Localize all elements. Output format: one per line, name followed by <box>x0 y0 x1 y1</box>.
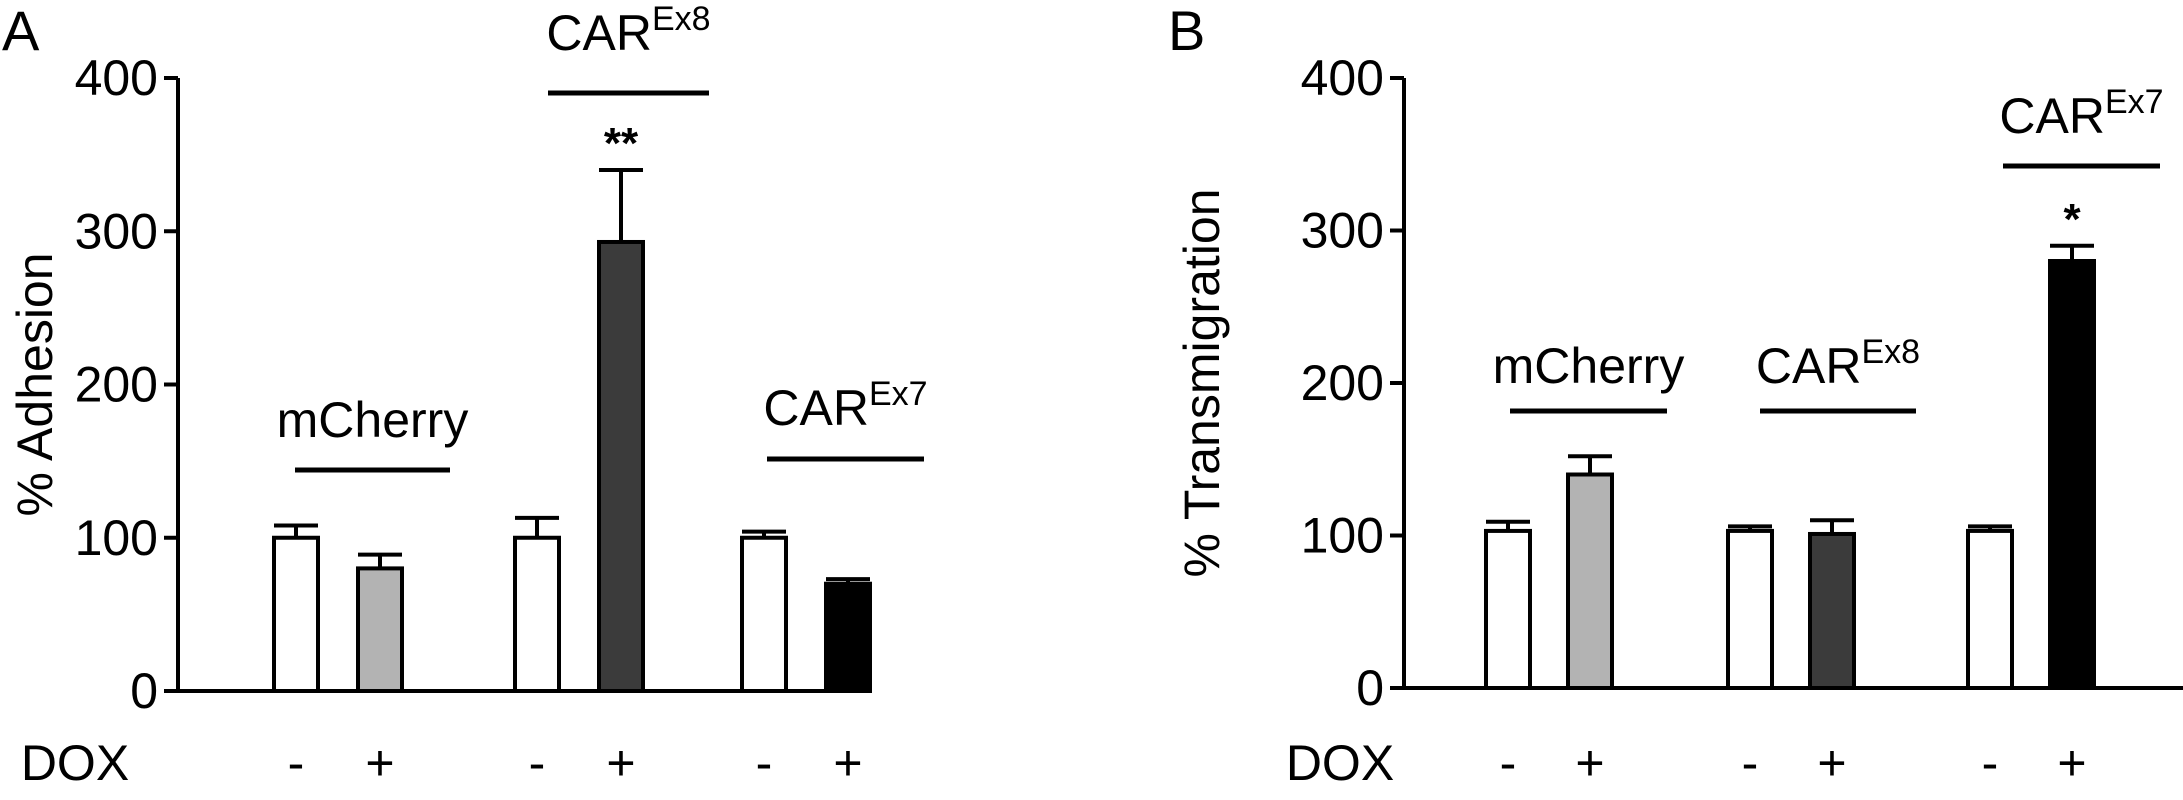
y-tick-label: 100 <box>1301 508 1384 564</box>
y-tick-label: 200 <box>1301 355 1384 411</box>
group-label: CAREx8 <box>1756 333 1920 394</box>
bar <box>356 566 404 694</box>
significance-marker: * <box>2063 195 2081 244</box>
significance-marker: ** <box>604 119 639 168</box>
dox-sign: - <box>529 735 546 791</box>
group-label: mCherry <box>1493 338 1685 394</box>
y-tick-label: 300 <box>1301 203 1384 259</box>
group-0: mCherry - + <box>1484 338 1685 791</box>
bar <box>2048 259 2096 690</box>
panel-B: B 0 100 200 300 400 % Transmigration DOX mCherry… <box>1168 0 2183 791</box>
dox-sign: - <box>1500 735 1517 791</box>
bar <box>1484 528 1532 690</box>
y-tick-label: 200 <box>75 357 158 413</box>
dox-sign: - <box>1982 735 1999 791</box>
bar <box>740 535 788 693</box>
group-1: CAREx8 - ** + <box>513 0 711 791</box>
y-tick-label: 300 <box>75 203 158 259</box>
y-axis-title: % Transmigration <box>1174 188 1230 577</box>
dox-sign: - <box>288 735 305 791</box>
dox-label: DOX <box>21 735 129 791</box>
y-tick-label: 0 <box>1356 660 1384 716</box>
y-tick-label: 0 <box>130 663 158 719</box>
bar <box>272 535 320 693</box>
group-label: CAREx7 <box>1999 83 2163 144</box>
panel-letter: B <box>1168 0 1205 62</box>
group-1: CAREx8 - + <box>1726 333 1920 791</box>
group-label: CAREx8 <box>546 0 710 61</box>
group-label: CAREx7 <box>763 375 927 436</box>
bar <box>1566 472 1614 690</box>
group-2: CAREx7 - * + <box>1966 83 2164 791</box>
bar <box>1966 528 2014 690</box>
dox-sign: + <box>365 735 394 791</box>
bar <box>824 581 872 693</box>
bar <box>1808 531 1856 690</box>
y-axis-title: % Adhesion <box>7 252 63 516</box>
dox-sign: - <box>756 735 773 791</box>
dox-sign: + <box>2057 735 2086 791</box>
dox-label: DOX <box>1286 735 1394 791</box>
bar <box>513 535 561 693</box>
group-2: CAREx7 - + <box>740 375 928 791</box>
bar <box>1726 528 1774 690</box>
dox-sign: + <box>1575 735 1604 791</box>
dox-sign: + <box>833 735 862 791</box>
y-tick-label: 400 <box>1301 50 1384 106</box>
dox-sign: - <box>1742 735 1759 791</box>
dox-sign: + <box>1817 735 1846 791</box>
panel-letter: A <box>2 0 40 62</box>
dox-sign: + <box>606 735 635 791</box>
group-0: mCherry - + <box>272 392 469 791</box>
y-tick-label: 400 <box>75 50 158 106</box>
group-label: mCherry <box>277 392 469 448</box>
bar <box>597 239 645 693</box>
y-tick-label: 100 <box>75 510 158 566</box>
